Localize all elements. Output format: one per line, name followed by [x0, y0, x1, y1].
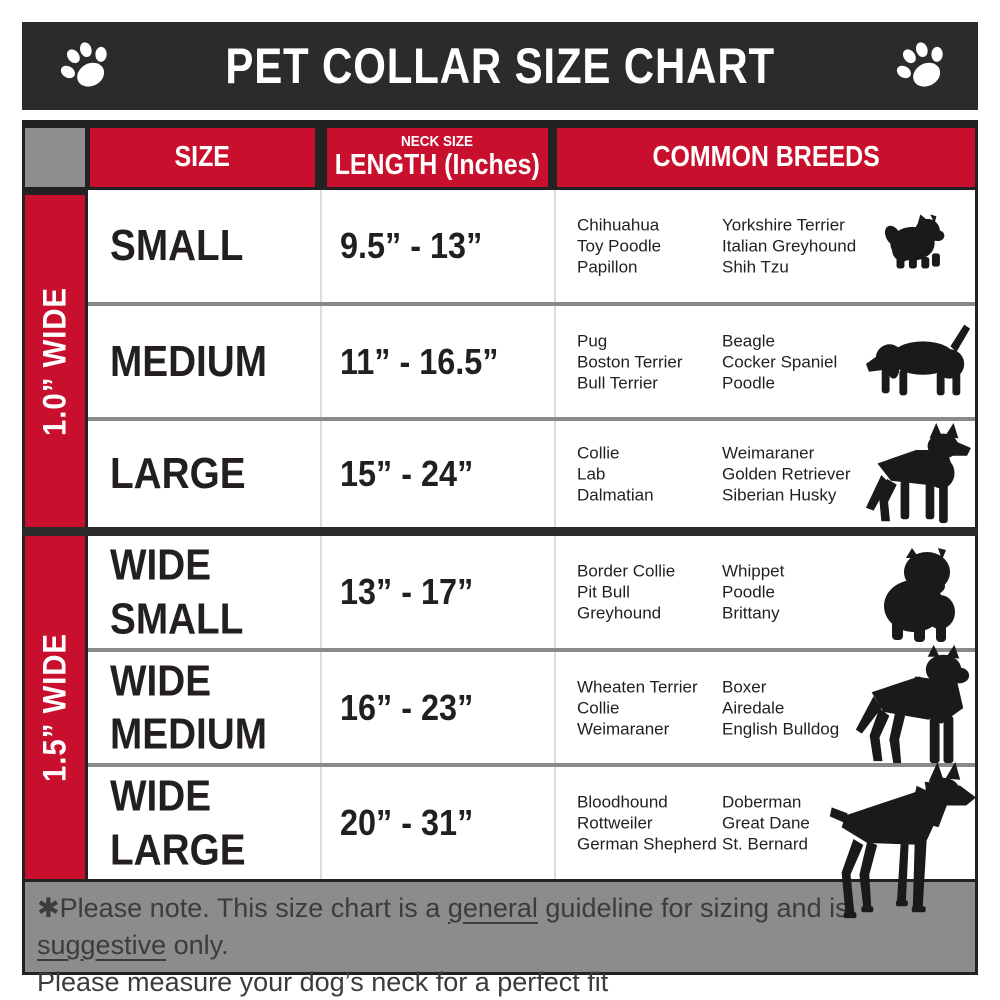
breeds-list: Yorkshire Terrier Italian Greyhound Shih T…: [722, 215, 857, 277]
german-shepherd-silhouette-icon: [865, 423, 971, 524]
pit-bull-silhouette-icon: [855, 644, 970, 764]
size-table: SIZE NECK SIZE LENGTH (Inches) COMMON BR…: [22, 120, 978, 997]
footer-note: ✱Please note. This size chart is a gener…: [25, 882, 975, 997]
table-row: WIDE SMALL 13” - 17” Border Collie Pit Bu…: [88, 536, 975, 648]
table-row: WIDE LARGE 20” - 31” Bloodhound Rottweile…: [88, 761, 977, 919]
breeds-list: Collie Lab Dalmatian: [577, 443, 654, 505]
beagle-silhouette-icon: [866, 324, 971, 396]
size-label: SMALL: [110, 221, 244, 271]
neck-length-value: 20” - 31”: [340, 802, 474, 843]
breeds-list: Boxer Airedale English Bulldog: [722, 677, 840, 738]
underlined-word: suggestive: [37, 930, 167, 960]
doberman-silhouette-icon: [829, 761, 977, 919]
neck-length-value: 16” - 23”: [340, 686, 474, 728]
table-row: MEDIUM 11” - 16.5” Pug Boston Terrier Bull…: [88, 306, 975, 417]
breeds-list: Pug Boston Terrier Bull Terrier: [577, 331, 683, 392]
size-label: MEDIUM: [110, 336, 268, 386]
neck-length-value: 11” - 16.5”: [340, 340, 499, 382]
paw-icon: [60, 42, 107, 87]
breeds-list: Wheaten Terrier Collie Weimaraner: [577, 677, 698, 738]
page-title: PET COLLAR SIZE CHART: [225, 38, 775, 94]
column-header-length: NECK SIZE LENGTH (Inches): [327, 128, 548, 187]
underlined-word: general: [447, 893, 538, 923]
breeds-list: Doberman Great Dane St. Bernard: [722, 792, 810, 854]
neck-length-value: 13” - 17”: [340, 571, 474, 612]
breeds-list: Border Collie Pit Bull Greyhound: [577, 561, 676, 623]
corner-cell: [25, 128, 85, 187]
size-label: LARGE: [110, 449, 246, 499]
row-divider: [88, 302, 975, 306]
size-label: WIDE MEDIUM: [110, 655, 268, 759]
section-strip-1-inch: 1.0” WIDE: [25, 195, 85, 527]
row-divider: [88, 648, 975, 652]
neck-length-value: 15” - 24”: [340, 453, 474, 494]
size-label: WIDE LARGE: [110, 771, 246, 874]
table-row: SMALL 9.5” - 13” Chihuahua Toy Poodle Papi…: [88, 190, 975, 302]
shih-tzu-silhouette-icon: [885, 214, 945, 269]
table-row: LARGE 15” - 24” Collie Lab Dalmatian Weima…: [88, 421, 975, 527]
size-label: WIDE SMALL: [110, 540, 244, 643]
breeds-list: Whippet Poodle Brittany: [722, 561, 785, 623]
paw-icon: [896, 42, 943, 87]
column-header-breeds: COMMON BREEDS: [557, 128, 975, 187]
breeds-list: Chihuahua Toy Poodle Papillon: [577, 215, 662, 277]
row-divider: [88, 417, 975, 421]
title-bar: PET COLLAR SIZE CHART: [22, 22, 978, 110]
section-divider: [22, 527, 978, 536]
bulldog-silhouette-icon: [884, 548, 955, 642]
neck-length-value: 9.5” - 13”: [340, 225, 483, 266]
footer-line-1: ✱Please note. This size chart is a gener…: [37, 893, 849, 960]
table-row: WIDE MEDIUM 16” - 23” Wheaten Terrier Col…: [88, 644, 975, 764]
breeds-list: Weimaraner Golden Retriever Siberian Husky: [722, 443, 851, 505]
breeds-list: Beagle Cocker Spaniel Poodle: [722, 331, 838, 392]
section-strip-1-5-inch: 1.5” WIDE: [25, 536, 85, 879]
footer-line-2: Please measure your dog’s neck for a per…: [37, 967, 609, 997]
breeds-list: Bloodhound Rottweiler German Shepherd: [577, 792, 717, 854]
row-divider: [88, 763, 975, 767]
column-header-size: SIZE: [90, 128, 315, 187]
